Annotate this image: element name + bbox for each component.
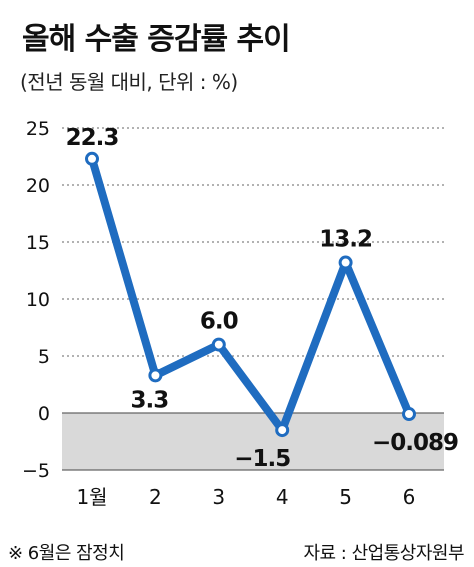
chart-subtitle: (전년 동월 대비, 단위 : %) <box>20 70 238 94</box>
y-tick-label: 5 <box>38 346 50 368</box>
data-label: 22.3 <box>66 125 119 151</box>
data-point <box>85 151 99 166</box>
data-label: −0.089 <box>372 430 458 456</box>
y-tick-label: 15 <box>26 232 50 254</box>
x-tick-label: 3 <box>212 485 225 509</box>
data-label: 13.2 <box>319 227 372 253</box>
data-label: 6.0 <box>200 309 238 335</box>
y-tick-label: −5 <box>22 460 50 482</box>
chart-title: 올해 수출 증감률 추이 <box>22 22 291 57</box>
footnote: ※ 6월은 잠정치 <box>8 543 125 564</box>
data-point <box>402 407 416 422</box>
x-tick-label: 4 <box>276 485 289 509</box>
x-tick-label: 5 <box>339 485 352 509</box>
negative-band <box>62 413 444 470</box>
y-tick-label: 25 <box>26 118 50 140</box>
y-tick-label: 20 <box>26 175 50 197</box>
data-label: 3.3 <box>131 387 169 413</box>
data-point <box>148 368 163 383</box>
data-point <box>338 255 353 270</box>
source-credit: 자료 : 산업통상자원부 <box>303 543 464 564</box>
x-tick-label: 6 <box>403 485 416 509</box>
data-label: −1.5 <box>234 446 290 472</box>
x-tick-label: 2 <box>149 485 162 509</box>
x-tick-label: 1월 <box>76 485 107 509</box>
y-tick-label: 10 <box>26 289 50 311</box>
data-point <box>275 423 290 438</box>
data-point <box>211 337 226 352</box>
series-line <box>88 154 413 435</box>
y-tick-label: 0 <box>38 403 50 425</box>
